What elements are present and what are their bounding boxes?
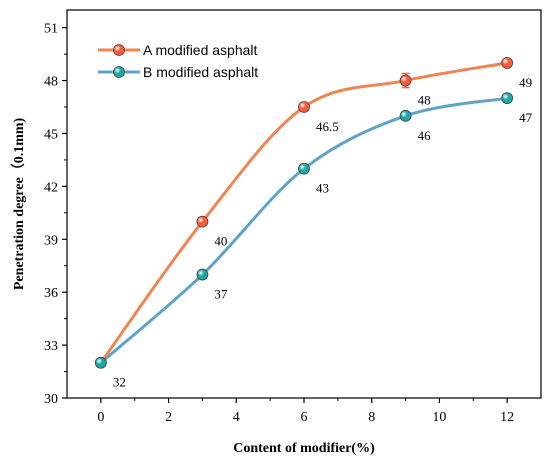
data-point-b — [94, 356, 107, 369]
data-point-a — [196, 215, 209, 228]
data-label-a: 48 — [418, 93, 431, 108]
data-label-b: 46 — [418, 128, 432, 143]
series-line-a — [99, 61, 508, 364]
x-tick-label: 2 — [165, 410, 172, 425]
legend-label: A modified asphalt — [143, 42, 258, 58]
data-point-a — [399, 74, 412, 87]
y-tick-label: 36 — [44, 286, 58, 301]
y-axis-title: Penetration degree（0.1mm) — [11, 117, 27, 290]
data-label-b: 37 — [214, 287, 228, 302]
legend-marker — [113, 66, 125, 78]
y-tick-label: 33 — [44, 339, 58, 354]
data-label-b: 43 — [316, 181, 329, 196]
y-tick-label: 42 — [44, 180, 58, 195]
x-tick-label: 10 — [432, 410, 446, 425]
legend-marker — [113, 44, 125, 56]
y-tick-label: 51 — [44, 22, 58, 37]
x-tick-label: 8 — [368, 410, 375, 425]
data-label-a: 40 — [214, 234, 227, 249]
x-tick-label: 4 — [233, 410, 240, 425]
legend: A modified asphalt B modified asphalt — [98, 42, 258, 80]
y-tick-label: 48 — [44, 75, 58, 90]
y-tick-label: 45 — [44, 127, 58, 142]
data-label-layer: 40 46.5 48 49 32 37 43 46 47 — [113, 75, 533, 390]
y-tick-label: 39 — [44, 233, 58, 248]
series-layer — [94, 57, 514, 369]
data-point-b — [196, 268, 209, 281]
data-label-b: 32 — [113, 375, 126, 390]
y-tick-label: 30 — [44, 392, 58, 407]
data-label-a: 46.5 — [316, 119, 339, 134]
series-line-b — [99, 96, 508, 364]
data-point-b — [399, 109, 412, 122]
data-point-a — [298, 101, 310, 113]
data-point-a — [501, 57, 514, 69]
x-tick-label: 0 — [97, 410, 104, 425]
x-tick-label: 12 — [500, 410, 514, 425]
legend-label: B modified asphalt — [143, 64, 258, 80]
data-point-b — [298, 162, 310, 175]
data-label-b: 47 — [519, 110, 533, 125]
x-axis-title: Content of modifier(%) — [233, 441, 375, 456]
x-tick-label: 6 — [301, 410, 308, 425]
data-label-a: 49 — [519, 75, 532, 90]
data-point-b — [501, 92, 514, 105]
